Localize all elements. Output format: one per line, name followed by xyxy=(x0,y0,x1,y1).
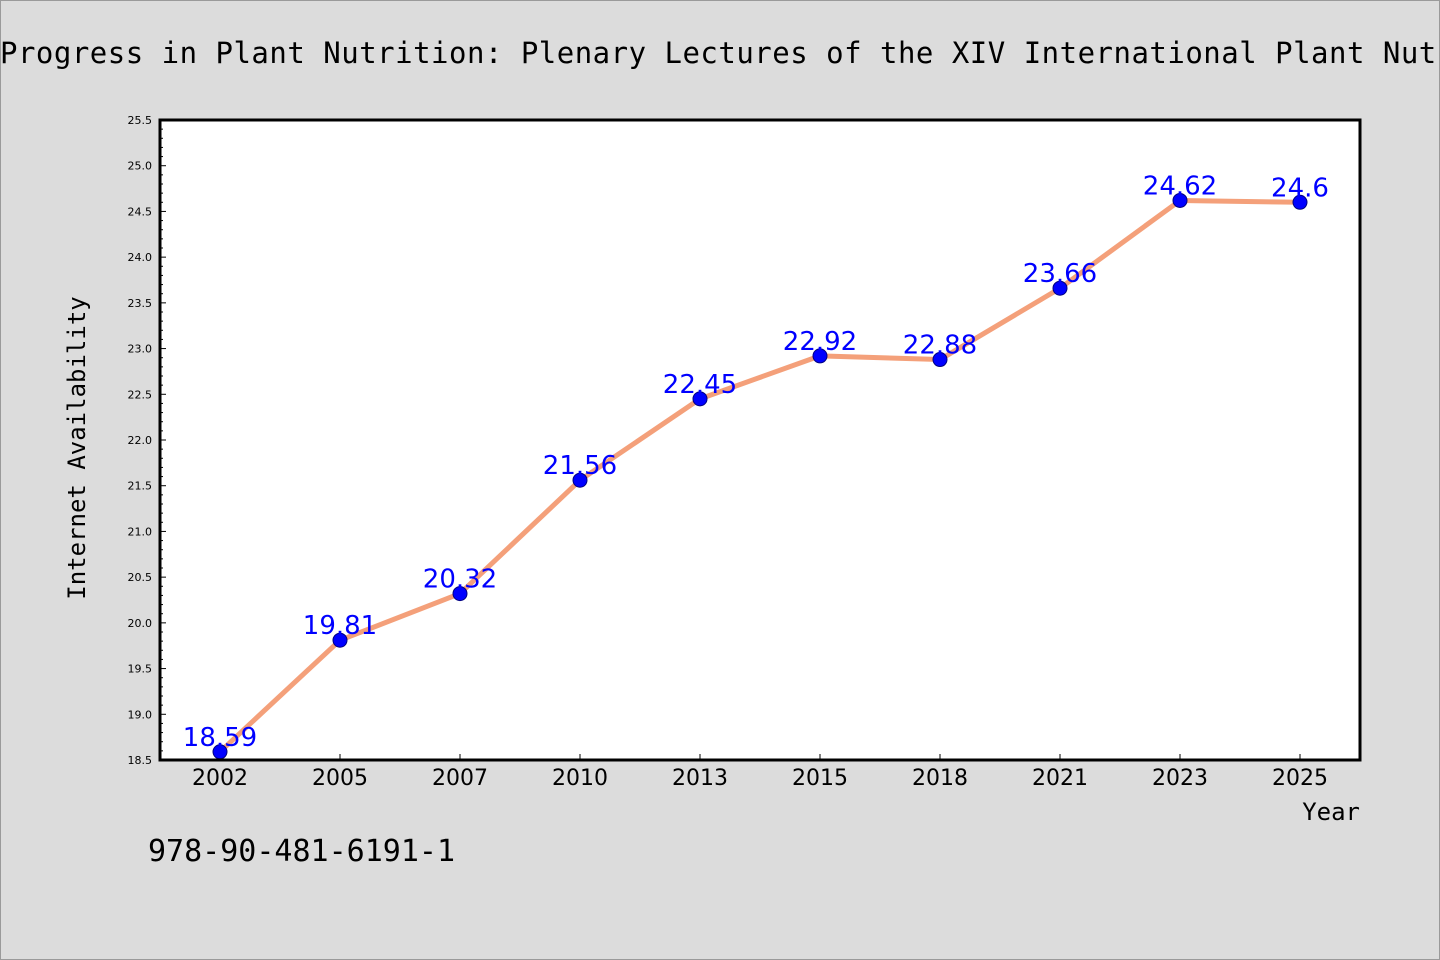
y-tick-label: 25.5 xyxy=(128,114,153,127)
x-tick-label: 2018 xyxy=(912,766,968,791)
x-axis-label: Year xyxy=(1302,798,1360,826)
x-tick-label: 2025 xyxy=(1272,766,1328,791)
x-tick-label: 2010 xyxy=(552,766,608,791)
x-tick-label: 2007 xyxy=(432,766,488,791)
x-axis: 2002 2005 2007 2010 2013 2015 2018 2021 2023 2025 xyxy=(192,754,1328,791)
plot-border xyxy=(158,118,1362,762)
x-tick-label: 2002 xyxy=(192,766,248,791)
data-label: 23.66 xyxy=(1023,259,1097,289)
data-label: 18.59 xyxy=(183,723,257,753)
data-label: 22.88 xyxy=(903,331,977,361)
series-layer xyxy=(212,192,1308,760)
data-point xyxy=(572,472,588,488)
series-line xyxy=(218,197,1301,754)
y-tick-label: 20.0 xyxy=(128,617,153,630)
y-tick-label: 23.0 xyxy=(128,343,153,356)
chart-title: Progress in Plant Nutrition: Plenary Lec… xyxy=(0,36,1440,70)
y-tick-label: 21.5 xyxy=(128,480,153,493)
y-tick-label: 21.0 xyxy=(128,525,153,538)
data-label: 24.62 xyxy=(1143,171,1217,201)
data-label: 21.56 xyxy=(543,451,617,481)
data-label: 24.6 xyxy=(1271,173,1329,203)
y-axis-label: Internet Availability xyxy=(63,296,91,599)
y-tick-label: 22.5 xyxy=(128,388,153,401)
y-tick-label: 22.0 xyxy=(128,434,153,447)
y-tick-label: 24.0 xyxy=(128,251,153,264)
y-tick-label: 23.5 xyxy=(128,297,153,310)
data-label: 19.81 xyxy=(303,611,377,641)
data-point xyxy=(1052,280,1068,296)
isbn-text: 978-90-481-6191-1 xyxy=(148,834,456,869)
data-label: 22.45 xyxy=(663,370,737,400)
x-tick-label: 2021 xyxy=(1032,766,1088,791)
y-tick-label: 18.5 xyxy=(128,754,153,767)
plot-area xyxy=(160,120,1360,760)
data-point xyxy=(1292,194,1308,210)
x-tick-label: 2023 xyxy=(1152,766,1208,791)
data-point xyxy=(692,391,708,407)
y-tick-label: 24.5 xyxy=(128,205,153,218)
y-tick-label: 19.5 xyxy=(128,663,153,676)
y-tick-label: 19.0 xyxy=(128,708,153,721)
x-tick-label: 2013 xyxy=(672,766,728,791)
x-tick-label: 2015 xyxy=(792,766,848,791)
x-tick-label: 2005 xyxy=(312,766,368,791)
data-label: 20.32 xyxy=(423,565,497,595)
data-point xyxy=(932,352,948,368)
data-point xyxy=(452,586,468,602)
data-label-layer: 18.59 19.81 20.32 21.56 22.45 22.92 22.88 23.66… xyxy=(183,171,1329,752)
data-point xyxy=(1172,192,1188,208)
data-point xyxy=(812,348,828,364)
data-label: 22.92 xyxy=(783,327,857,357)
y-tick-label: 25.0 xyxy=(128,160,153,173)
data-point xyxy=(332,632,348,648)
y-tick-label: 20.5 xyxy=(128,571,153,584)
